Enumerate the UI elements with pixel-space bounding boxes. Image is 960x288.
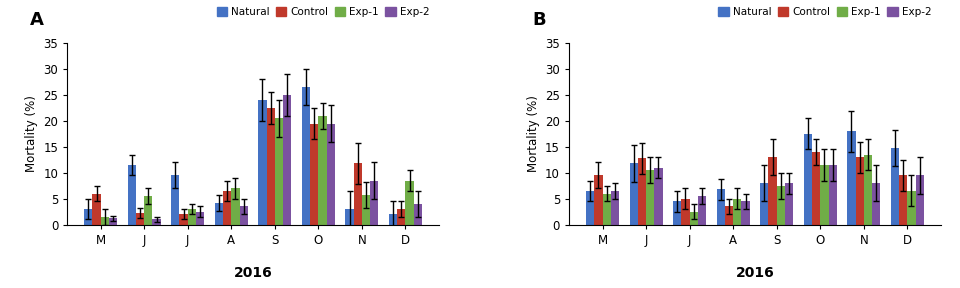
Bar <box>820 165 828 225</box>
Bar <box>397 209 405 225</box>
Bar <box>586 191 594 225</box>
Bar <box>389 214 397 225</box>
Bar <box>136 213 144 225</box>
Bar <box>785 183 793 225</box>
Bar <box>777 186 785 225</box>
Bar <box>855 157 864 225</box>
Bar <box>630 164 637 225</box>
Bar <box>108 218 117 225</box>
Bar <box>128 165 136 225</box>
Bar <box>188 209 196 225</box>
Y-axis label: Mortality (%): Mortality (%) <box>25 96 37 172</box>
Bar <box>171 175 180 225</box>
Bar <box>698 196 707 225</box>
Bar <box>768 157 777 225</box>
Bar <box>240 206 248 225</box>
Bar <box>92 194 101 225</box>
Bar <box>689 212 698 225</box>
Bar <box>144 196 153 225</box>
Bar <box>353 164 362 225</box>
Bar <box>637 158 646 225</box>
Text: A: A <box>30 11 44 29</box>
Bar <box>301 87 310 225</box>
Bar <box>326 124 335 225</box>
Bar <box>267 108 275 225</box>
Bar <box>848 131 855 225</box>
Bar <box>611 191 619 225</box>
Bar <box>196 212 204 225</box>
Legend: Natural, Control, Exp-1, Exp-2: Natural, Control, Exp-1, Exp-2 <box>714 3 936 21</box>
Bar <box>594 175 603 225</box>
Bar <box>828 165 837 225</box>
Bar <box>741 201 750 225</box>
Bar <box>733 199 741 225</box>
Bar <box>812 152 820 225</box>
Bar <box>916 175 924 225</box>
Legend: Natural, Control, Exp-1, Exp-2: Natural, Control, Exp-1, Exp-2 <box>212 3 434 21</box>
Bar <box>346 209 353 225</box>
Bar <box>864 155 872 225</box>
Bar <box>907 191 916 225</box>
Bar <box>153 219 160 225</box>
Bar <box>716 190 725 225</box>
X-axis label: 2016: 2016 <box>233 266 273 280</box>
Bar <box>231 188 240 225</box>
Bar <box>283 95 292 225</box>
Bar <box>414 204 422 225</box>
Bar <box>362 195 371 225</box>
Bar <box>804 134 812 225</box>
Bar <box>682 199 689 225</box>
Bar <box>891 148 900 225</box>
Bar <box>180 214 188 225</box>
Bar <box>655 168 662 225</box>
Bar <box>603 194 611 225</box>
Y-axis label: Mortality (%): Mortality (%) <box>527 96 540 172</box>
Bar <box>371 181 378 225</box>
Bar <box>258 100 267 225</box>
Bar <box>319 116 326 225</box>
Bar <box>872 183 880 225</box>
Bar <box>223 191 231 225</box>
Bar <box>275 118 283 225</box>
Bar <box>101 217 108 225</box>
Bar <box>405 181 414 225</box>
Bar <box>646 170 655 225</box>
Bar <box>310 124 319 225</box>
Bar <box>760 183 768 225</box>
Bar <box>900 175 907 225</box>
X-axis label: 2016: 2016 <box>735 266 775 280</box>
Bar <box>84 209 92 225</box>
Bar <box>673 201 682 225</box>
Text: B: B <box>532 11 545 29</box>
Bar <box>215 203 223 225</box>
Bar <box>725 206 733 225</box>
